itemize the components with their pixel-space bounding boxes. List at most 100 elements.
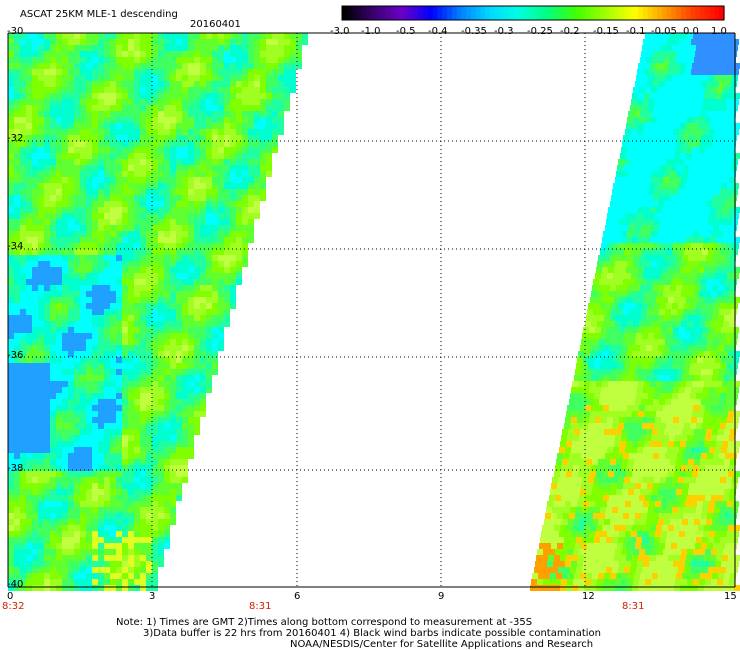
swath-right-cell xyxy=(697,69,703,75)
swath-left-cell xyxy=(38,189,44,195)
swath-left-cell xyxy=(200,183,206,189)
swath-left-cell xyxy=(122,399,128,405)
swath-left-cell xyxy=(248,69,254,75)
swath-right-cell xyxy=(660,249,666,255)
swath-left-cell xyxy=(32,165,38,171)
swath-left-cell xyxy=(98,129,104,135)
swath-left-cell xyxy=(110,69,116,75)
swath-right-cell xyxy=(677,135,683,141)
swath-left-cell xyxy=(200,363,206,369)
swath-left-cell xyxy=(98,471,104,477)
swath-left-cell xyxy=(230,213,236,219)
swath-left-cell xyxy=(14,165,20,171)
swath-left-cell xyxy=(26,267,32,273)
swath-left-cell xyxy=(8,231,14,237)
swath-left-cell xyxy=(86,555,92,561)
swath-left-cell xyxy=(128,129,134,135)
swath-left-cell xyxy=(116,153,122,159)
swath-right-cell xyxy=(713,81,719,87)
swath-left-cell xyxy=(116,585,122,591)
swath-left-cell xyxy=(158,411,164,417)
swath-left-cell xyxy=(20,195,26,201)
swath-left-cell xyxy=(8,369,14,375)
swath-right-cell xyxy=(671,309,677,315)
swath-left-cell xyxy=(152,273,158,279)
swath-left-cell xyxy=(86,297,92,303)
swath-left-cell xyxy=(146,585,152,591)
swath-right-cell xyxy=(599,279,605,285)
swath-left-cell xyxy=(236,33,242,39)
swath-left-cell xyxy=(56,525,62,531)
swath-left-cell xyxy=(32,351,38,357)
swath-left-cell xyxy=(80,429,86,435)
swath-left-cell xyxy=(26,507,32,513)
swath-left-cell xyxy=(98,75,104,81)
swath-left-cell xyxy=(80,81,86,87)
swath-left-cell xyxy=(86,111,92,117)
swath-left-cell xyxy=(62,339,68,345)
swath-right-cell xyxy=(644,123,650,129)
swath-left-cell xyxy=(140,297,146,303)
swath-left-cell xyxy=(62,579,68,585)
swath-right-cell xyxy=(690,249,696,255)
swath-left-cell xyxy=(158,51,164,57)
swath-right-cell xyxy=(659,369,665,375)
swath-left-cell xyxy=(158,207,164,213)
swath-left-cell xyxy=(20,507,26,513)
swath-right-cell xyxy=(630,189,636,195)
swath-right-cell xyxy=(711,33,717,39)
swath-left-cell xyxy=(8,105,14,111)
swath-right-cell xyxy=(646,171,652,177)
swath-right-cell xyxy=(641,51,647,57)
swath-left-cell xyxy=(140,75,146,81)
swath-left-cell xyxy=(116,189,122,195)
swath-left-cell xyxy=(80,291,86,297)
swath-left-cell xyxy=(8,39,14,45)
swath-left-cell xyxy=(20,201,26,207)
swath-left-cell xyxy=(98,123,104,129)
swath-left-cell xyxy=(164,207,170,213)
swath-left-cell xyxy=(122,243,128,249)
swath-left-cell xyxy=(236,171,242,177)
swath-right-cell xyxy=(605,369,611,375)
swath-right-cell xyxy=(688,285,694,291)
swath-right-cell xyxy=(602,297,608,303)
swath-left-cell xyxy=(68,513,74,519)
swath-left-cell xyxy=(176,309,182,315)
swath-left-cell xyxy=(224,87,230,93)
swath-left-cell xyxy=(104,297,110,303)
swath-right-cell xyxy=(728,63,734,69)
swath-left-cell xyxy=(62,417,68,423)
swath-left-cell xyxy=(194,363,200,369)
swath-right-cell xyxy=(669,147,675,153)
swath-left-cell xyxy=(20,459,26,465)
swath-left-cell xyxy=(254,63,260,69)
swath-left-cell xyxy=(80,519,86,525)
swath-left-cell xyxy=(80,135,86,141)
swath-left-cell xyxy=(122,321,128,327)
swath-left-cell xyxy=(116,267,122,273)
swath-left-cell xyxy=(116,459,122,465)
swath-right-cell xyxy=(676,141,682,147)
swath-left-cell xyxy=(164,537,170,543)
swath-left-cell xyxy=(74,519,80,525)
swath-left-cell xyxy=(26,537,32,543)
swath-left-cell xyxy=(188,351,194,357)
swath-left-cell xyxy=(32,537,38,543)
swath-left-cell xyxy=(140,411,146,417)
swath-left-cell xyxy=(146,537,152,543)
swath-right-cell xyxy=(662,123,668,129)
swath-left-cell xyxy=(188,261,194,267)
swath-right-cell xyxy=(645,291,651,297)
swath-right-cell xyxy=(722,153,728,159)
swath-right-cell xyxy=(669,321,675,327)
swath-left-cell xyxy=(26,339,32,345)
swath-left-cell xyxy=(278,81,284,87)
swath-left-cell xyxy=(68,57,74,63)
swath-left-cell xyxy=(200,231,206,237)
swath-right-cell xyxy=(684,159,690,165)
swath-left-cell xyxy=(50,75,56,81)
swath-left-cell xyxy=(92,381,98,387)
swath-left-cell xyxy=(290,39,296,45)
swath-left-cell xyxy=(278,129,284,135)
